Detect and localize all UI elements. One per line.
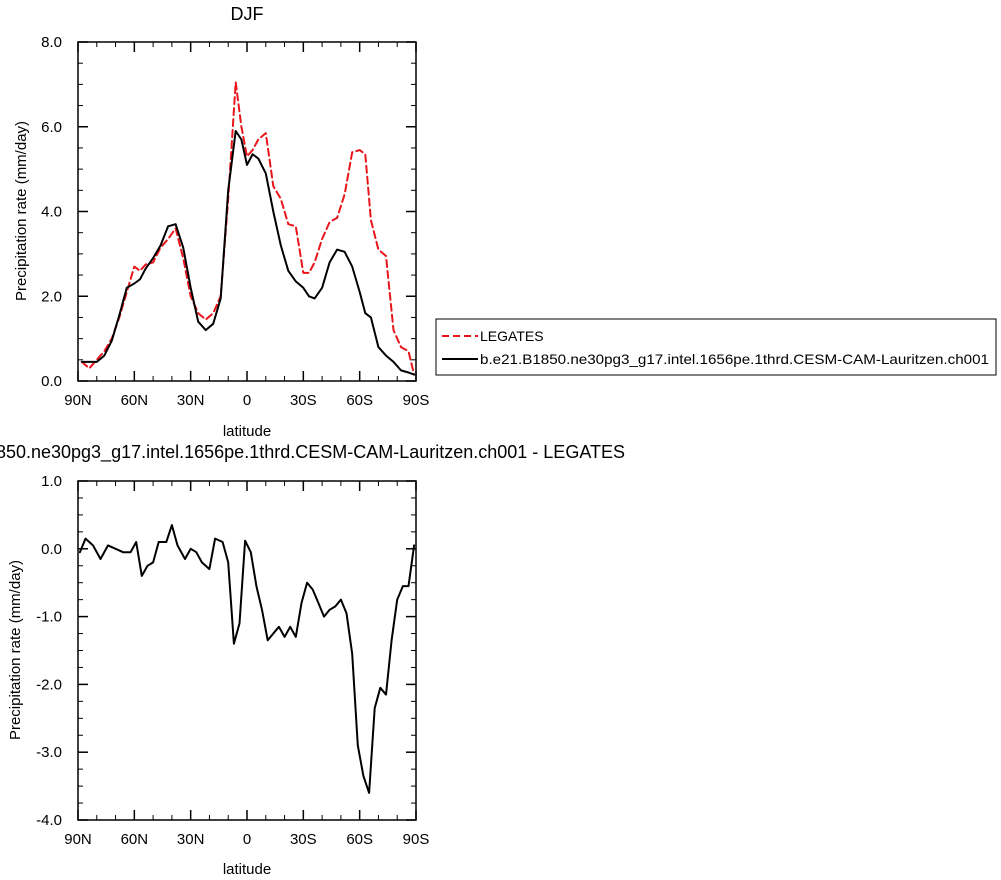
top-x-tick-label: 60N [121, 392, 149, 409]
top-series-line-model [80, 130, 416, 376]
legend-box [435, 318, 997, 376]
bottom-x-tick-label: 30N [177, 831, 205, 848]
top-y-tick-label: 2.0 [41, 288, 62, 305]
bottom-x-tick-label: 0 [243, 831, 251, 848]
bottom-panel: b.e21.B1850.ne30pg3_g17.intel.1656pe.1th… [0, 442, 625, 878]
top-x-axis-title: latitude [223, 423, 271, 440]
bottom-ticks: 90N 60N 30N 0 30S 60S 90S -4.0 -3.0 -2.0 -1.0 0.0 1.… [36, 473, 429, 848]
bottom-x-tick-label: 60S [346, 831, 373, 848]
top-plot-frame [77, 41, 417, 382]
top-y-tick-label: 8.0 [41, 34, 62, 51]
legend-label-legates: LEGATES [480, 328, 544, 344]
bottom-x-tick-label: 30S [290, 831, 317, 848]
top-x-tick-label: 90N [64, 392, 92, 409]
top-series [80, 81, 416, 376]
bottom-title: b.e21.B1850.ne30pg3_g17.intel.1656pe.1th… [0, 442, 625, 463]
legend: LEGATES b.e21.B1850.ne30pg3_g17.intel.16… [435, 318, 997, 376]
bottom-series-line-model [78, 524, 416, 794]
bottom-x-axis-title: latitude [223, 861, 271, 878]
top-series-line-legates [80, 81, 416, 376]
bottom-x-tick-label: 60N [121, 831, 149, 848]
top-x-tick-label: 0 [243, 392, 251, 409]
top-title: DJF [231, 4, 264, 24]
top-y-tick-label: 6.0 [41, 119, 62, 136]
bottom-y-tick-label: 1.0 [41, 473, 62, 490]
bottom-y-tick-label: -4.0 [36, 812, 62, 829]
bottom-x-tick-label: 90N [64, 831, 92, 848]
bottom-series [78, 524, 416, 794]
bottom-plot-frame [77, 480, 417, 821]
top-panel: DJF 90N 60N 30N 0 30S 60S 90S 0.0 2.0 4.0 6.0 8.0 l… [13, 4, 429, 440]
top-x-tick-label: 90S [403, 392, 430, 409]
bottom-y-tick-label: 0.0 [41, 541, 62, 558]
bottom-y-tick-label: -2.0 [36, 676, 62, 693]
top-x-tick-label: 60S [346, 392, 373, 409]
legend-label-model: b.e21.B1850.ne30pg3_g17.intel.1656pe.1th… [480, 351, 989, 367]
bottom-y-tick-label: -1.0 [36, 609, 62, 626]
top-ticks: 90N 60N 30N 0 30S 60S 90S 0.0 2.0 4.0 6.0 8.0 [41, 34, 429, 409]
top-x-tick-label: 30S [290, 392, 317, 409]
bottom-y-tick-label: -3.0 [36, 744, 62, 761]
top-y-tick-label: 0.0 [41, 373, 62, 390]
bottom-x-tick-label: 90S [403, 831, 430, 848]
top-y-tick-label: 4.0 [41, 204, 62, 221]
bottom-y-axis-title: Precipitation rate (mm/day) [7, 560, 24, 740]
top-x-tick-label: 30N [177, 392, 205, 409]
top-y-axis-title: Precipitation rate (mm/day) [13, 121, 30, 301]
